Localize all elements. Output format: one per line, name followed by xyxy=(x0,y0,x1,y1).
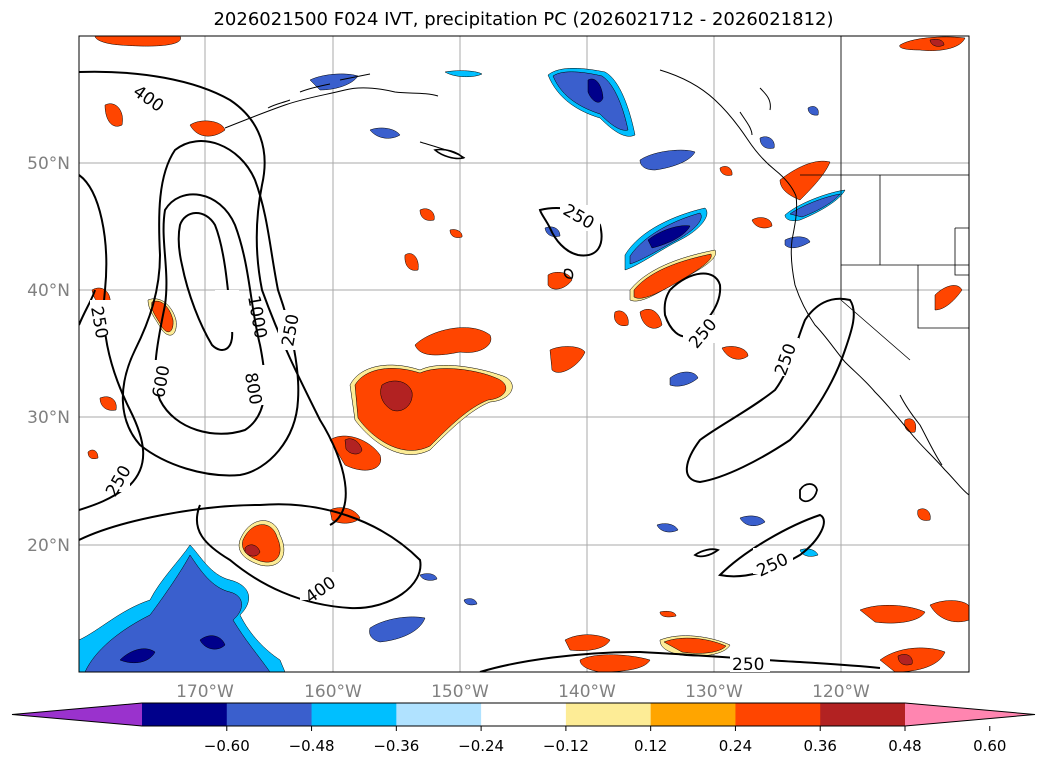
colorbar-segment xyxy=(820,703,906,726)
lon-label: 120°W xyxy=(812,682,870,702)
colorbar-tick-label: 0.12 xyxy=(634,737,667,755)
lon-label: 140°W xyxy=(558,682,616,702)
colorbar-segment xyxy=(565,703,652,726)
colorbar-segment xyxy=(142,703,228,726)
precip-negative-fields xyxy=(79,68,846,672)
colorbar-segment xyxy=(396,703,482,726)
colorbar-extend-high xyxy=(905,703,1035,726)
colorbar-segment xyxy=(226,703,313,726)
colorbar-outline xyxy=(11,702,1036,727)
map-frame xyxy=(78,35,970,673)
lon-axis-labels: 170°W 160°W 150°W 140°W 130°W 120°W xyxy=(176,682,870,702)
colorbar-segment xyxy=(650,703,736,726)
small-features xyxy=(433,148,574,279)
contour-label-group: 400 1000 800 600 250 250 250 250 250 250… xyxy=(86,82,801,675)
colorbar-tick-label: −0.24 xyxy=(458,737,504,755)
colorbar-segment xyxy=(311,703,397,726)
lon-label: 170°W xyxy=(176,682,234,702)
contour-label: 250 xyxy=(732,655,764,675)
colorbar-segment xyxy=(481,703,567,726)
lat-label: 30°N xyxy=(27,408,70,428)
colorbar: −0.60 −0.48 −0.36 −0.24 −0.12 0.12 0.24 0.36 0.4… xyxy=(11,702,1036,755)
lon-label: 160°W xyxy=(304,682,362,702)
lat-label: 40°N xyxy=(27,281,70,301)
colorbar-tick-label: −0.60 xyxy=(204,737,250,755)
lon-label: 130°W xyxy=(685,682,743,702)
colorbar-tick-label: 0.24 xyxy=(719,737,752,755)
colorbar-extend-low xyxy=(12,703,142,726)
map-plot-area xyxy=(79,36,969,672)
lat-label: 20°N xyxy=(27,536,70,556)
colorbar-tick-label: 0.60 xyxy=(973,737,1006,755)
lat-axis-labels: 50°N 40°N 30°N 20°N xyxy=(27,154,70,556)
colorbar-segment xyxy=(735,703,821,726)
colorbar-tick-label: 0.36 xyxy=(804,737,837,755)
colorbar-tick-label: −0.48 xyxy=(289,737,335,755)
borders xyxy=(800,36,969,361)
colorbar-tick-label: −0.12 xyxy=(543,737,589,755)
map-title: 2026021500 F024 IVT, precipitation PC (2… xyxy=(213,9,834,30)
colorbar-tick-label: 0.48 xyxy=(888,737,921,755)
lat-label: 50°N xyxy=(27,154,70,174)
colorbar-tick-label: −0.36 xyxy=(373,737,419,755)
lon-label: 150°W xyxy=(431,682,489,702)
